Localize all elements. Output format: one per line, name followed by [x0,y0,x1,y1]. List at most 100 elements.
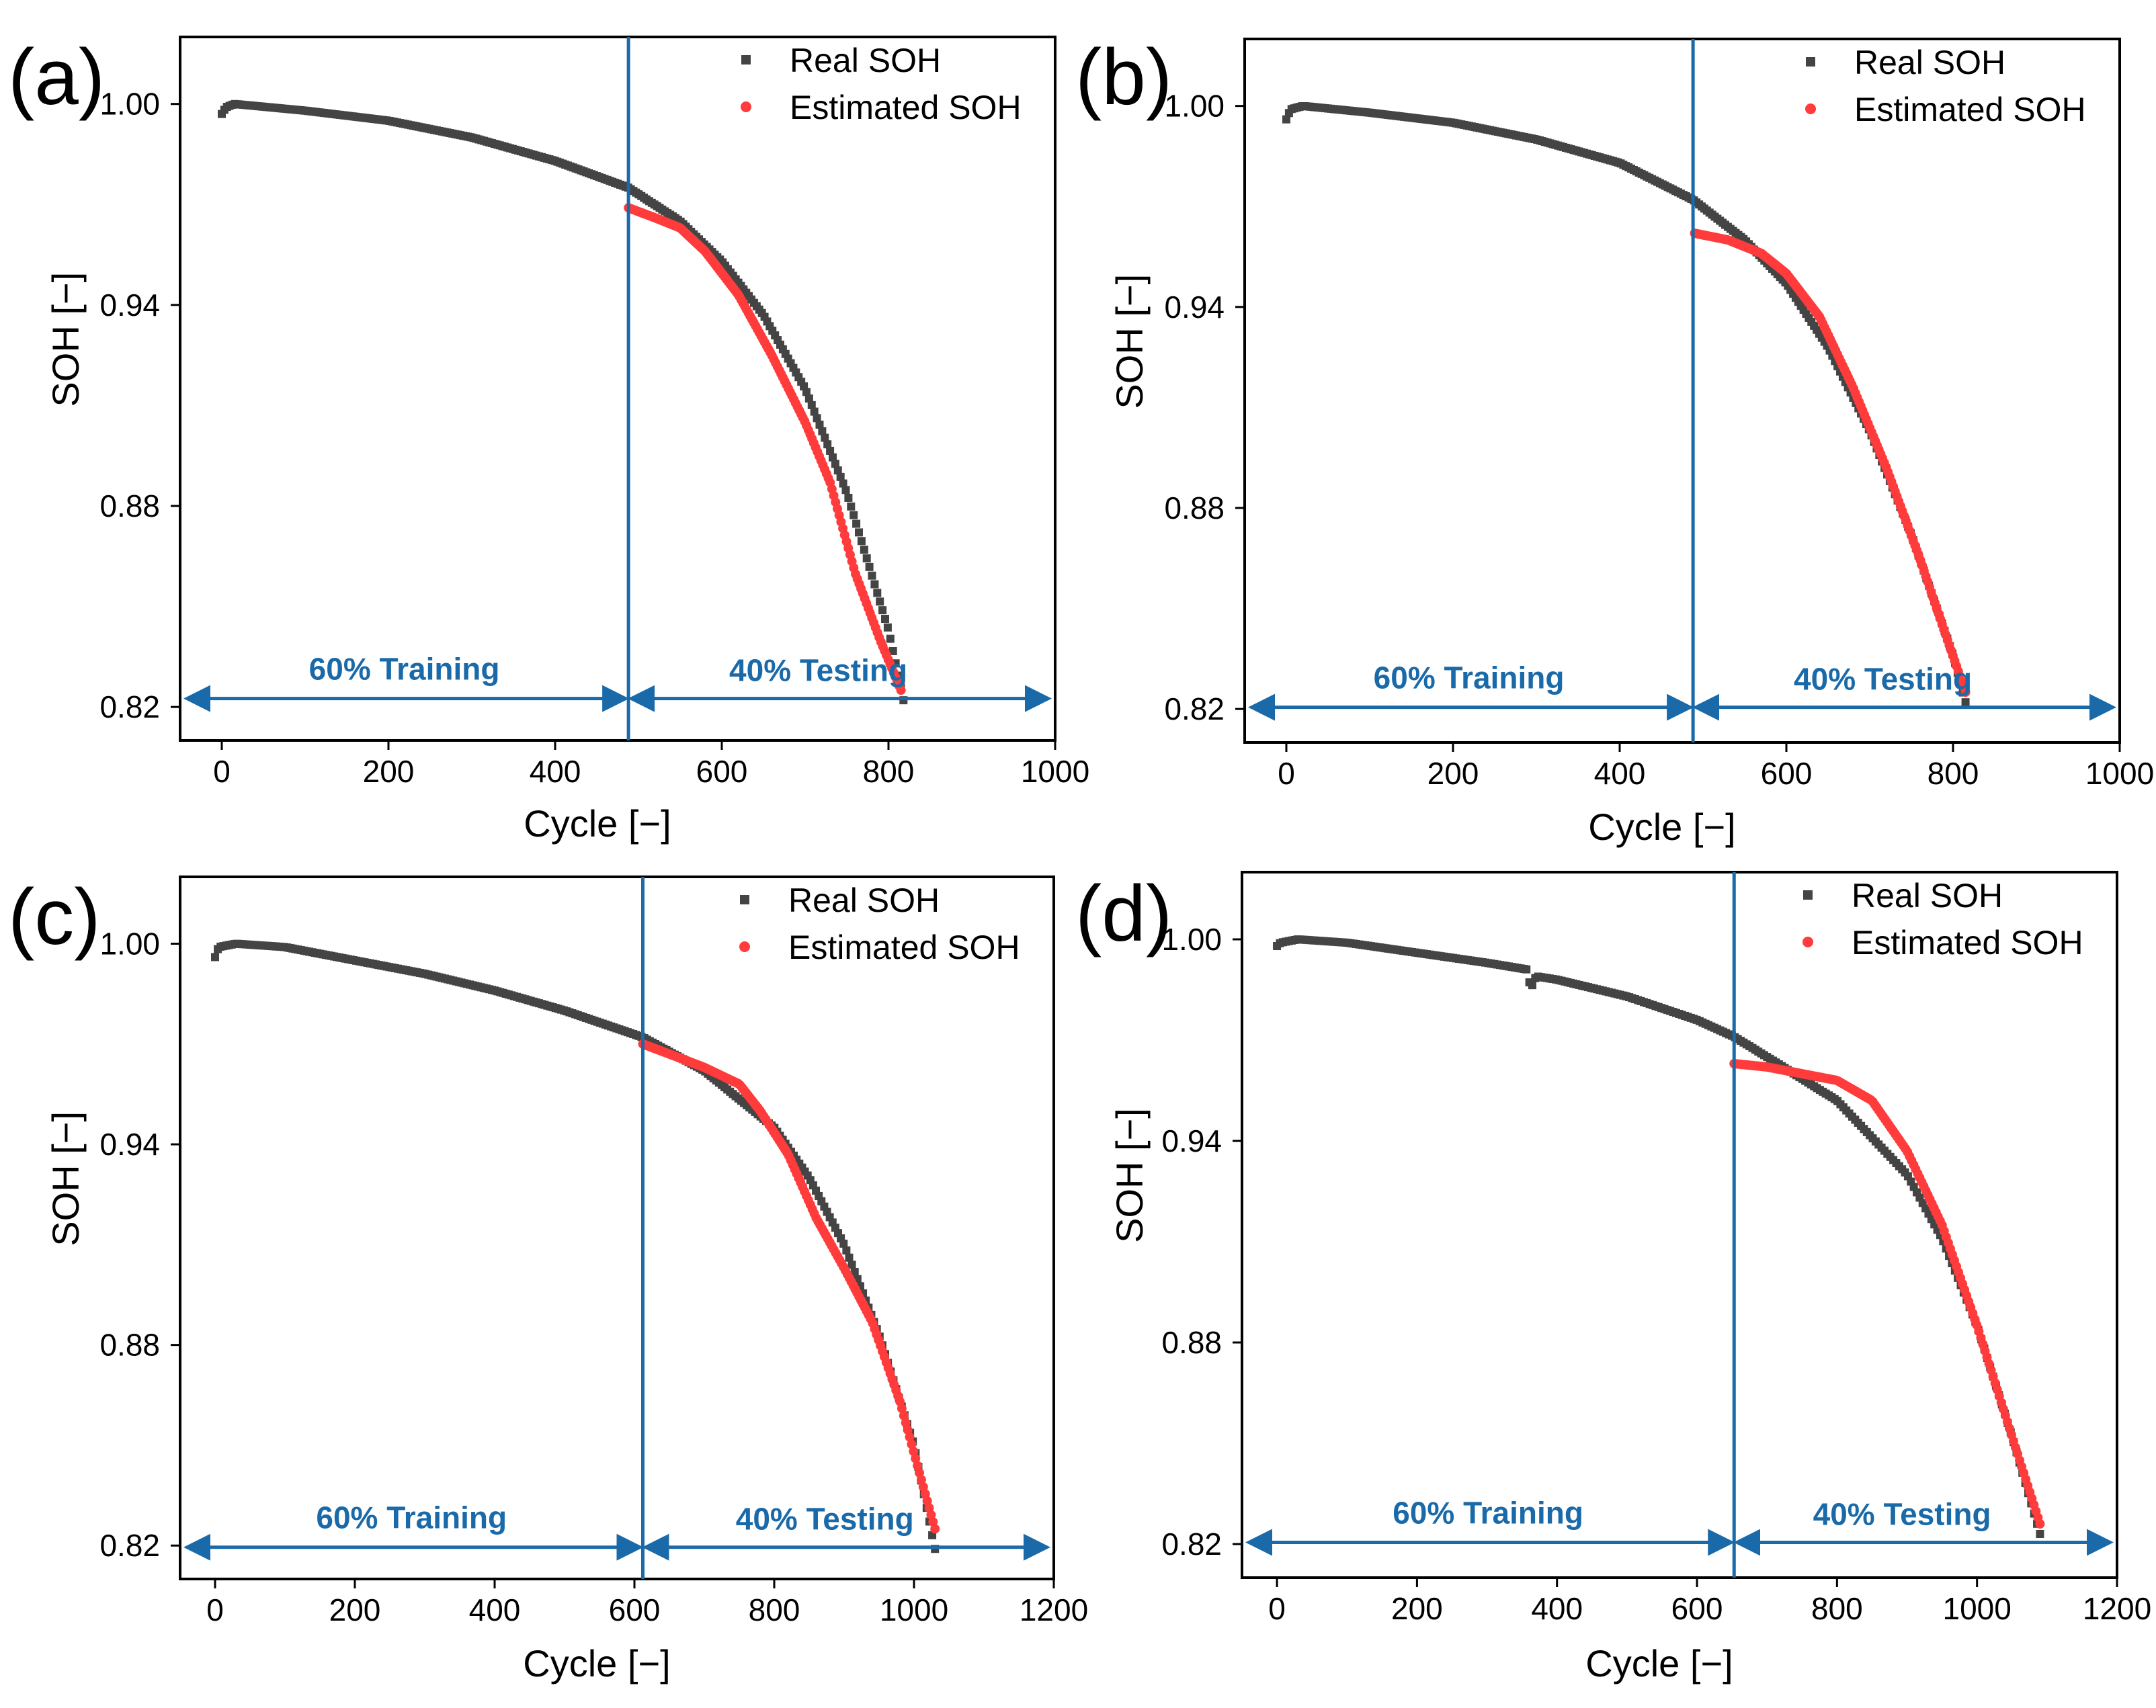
x-tick-label: 1000 [880,1592,948,1627]
real-soh-point [870,580,879,589]
y-tick-label: 0.88 [1161,1325,1222,1360]
data-marks [1273,935,2045,1538]
legend: Real SOH Estimated SOH [1802,877,2083,962]
real-soh-point [810,407,819,416]
estimated-soh-point [2035,1519,2045,1529]
legend-real-label: Real SOH [1852,877,2003,914]
legend-estimated-label: Estimated SOH [790,89,1022,126]
real-soh-point [815,421,824,429]
real-soh-point [211,953,219,962]
legend-estimated-label: Estimated SOH [1852,924,2083,962]
tick-group: 0 200 400 600 800 1000 0.82 0.88 0.94 1.00 [1164,89,2154,791]
plot-frame [1241,871,2118,1579]
x-tick-label: 400 [1594,756,1646,791]
real-soh-point [847,502,856,511]
real-soh-point [823,440,832,449]
legend-estimated-marker [1802,937,1813,947]
real-soh-point [839,1239,848,1248]
estimated-soh-point [901,1418,911,1428]
y-tick-label: 0.82 [1164,691,1225,726]
real-soh-point [876,597,884,606]
x-axis-title: Cycle [−] [524,802,671,845]
real-soh-point [818,427,827,435]
x-tick-label: 400 [1531,1591,1583,1626]
estimated-soh-point [909,1447,919,1457]
data-marks [1282,101,1971,707]
legend-estimated-marker [739,941,750,952]
real-soh-point [860,546,868,554]
real-soh-point [857,537,866,546]
x-tick-label: 600 [609,1592,661,1627]
x-tick-label: 0 [1278,756,1295,791]
testing-label: 40% Testing [736,1502,914,1537]
legend-real-label: Real SOH [1854,44,2005,81]
real-soh-point [865,562,874,571]
real-soh-point [878,606,887,615]
estimated-soh-point [903,1425,913,1435]
real-soh-point [821,433,829,442]
y-tick-label: 0.88 [99,488,160,523]
real-soh-point [813,414,821,423]
real-soh-point [888,646,897,655]
x-tick-label: 1000 [2085,756,2154,791]
estimated-soh-point [911,1453,921,1463]
y-tick-label: 1.00 [1161,922,1222,957]
testing-label: 40% Testing [729,653,907,688]
x-tick-label: 0 [1268,1591,1286,1626]
training-label: 60% Training [1393,1496,1583,1531]
real-soh-point [807,400,816,409]
panel-label: (c) [8,873,101,962]
real-soh-point [841,486,850,495]
tick-group: 0 200 400 600 800 1000 0.82 0.88 0.94 1.00 [99,87,1089,789]
tick-group: 0 200 400 600 800 1000 1200 0.82 0.88 0.94 1.00 [99,927,1088,1627]
training-label: 60% Training [309,652,500,687]
y-tick-label: 0.88 [99,1328,160,1363]
estimated-soh-point [897,1404,907,1414]
legend-real-marker [1806,57,1815,67]
real-soh-point [1522,965,1531,974]
x-tick-label: 1000 [1943,1591,2012,1626]
legend-estimated-label: Estimated SOH [788,929,1020,966]
real-soh-point [850,1267,859,1276]
legend-real-marker [740,895,749,904]
y-tick-label: 1.00 [1164,89,1225,124]
x-tick-label: 800 [863,754,915,789]
data-marks [218,99,908,705]
legend: Real SOH Estimated SOH [741,42,1022,126]
x-tick-label: 400 [469,1592,521,1627]
legend: Real SOH Estimated SOH [739,882,1020,966]
testing-label: 40% Testing [1813,1497,1991,1532]
y-tick-label: 0.94 [99,1127,160,1162]
panel-b: (b) 0 200 400 600 800 1000 0.82 0.88 0.94 1.00 Cy… [1075,33,2154,848]
estimated-soh-point [915,1467,925,1478]
real-soh-point [804,394,813,403]
real-soh-point [873,589,882,597]
testing-label: 40% Testing [1794,662,1972,697]
x-axis-title: Cycle [−] [1588,806,1735,848]
y-tick-label: 0.82 [1161,1527,1222,1562]
legend-real-label: Real SOH [788,882,940,919]
real-soh-point [836,472,845,481]
panel-label: (a) [8,33,105,122]
y-tick-label: 0.94 [1164,290,1225,325]
real-soh-point [1961,698,1970,707]
panel-label: (d) [1075,869,1172,958]
legend-estimated-marker [741,101,751,112]
y-axis-title: SOH [−] [1108,274,1151,409]
x-axis-title: Cycle [−] [1585,1642,1733,1684]
real-soh-point [844,493,853,502]
real-soh-point [802,388,811,396]
x-tick-label: 600 [1671,1591,1723,1626]
estimated-soh-point [905,1432,915,1442]
real-soh-point [828,453,837,462]
x-tick-label: 600 [696,754,748,789]
x-tick-label: 1200 [1020,1592,1088,1627]
training-label: 60% Training [1374,660,1565,695]
real-soh-point [847,1261,856,1269]
y-tick-label: 0.82 [99,1528,160,1563]
real-soh-point [831,460,839,468]
panel-c: (c) 0 200 400 600 800 1000 1200 0.82 0.88 0.94 1.0… [8,873,1088,1684]
training-label: 60% Training [316,1500,507,1535]
x-tick-label: 800 [1811,1591,1863,1626]
